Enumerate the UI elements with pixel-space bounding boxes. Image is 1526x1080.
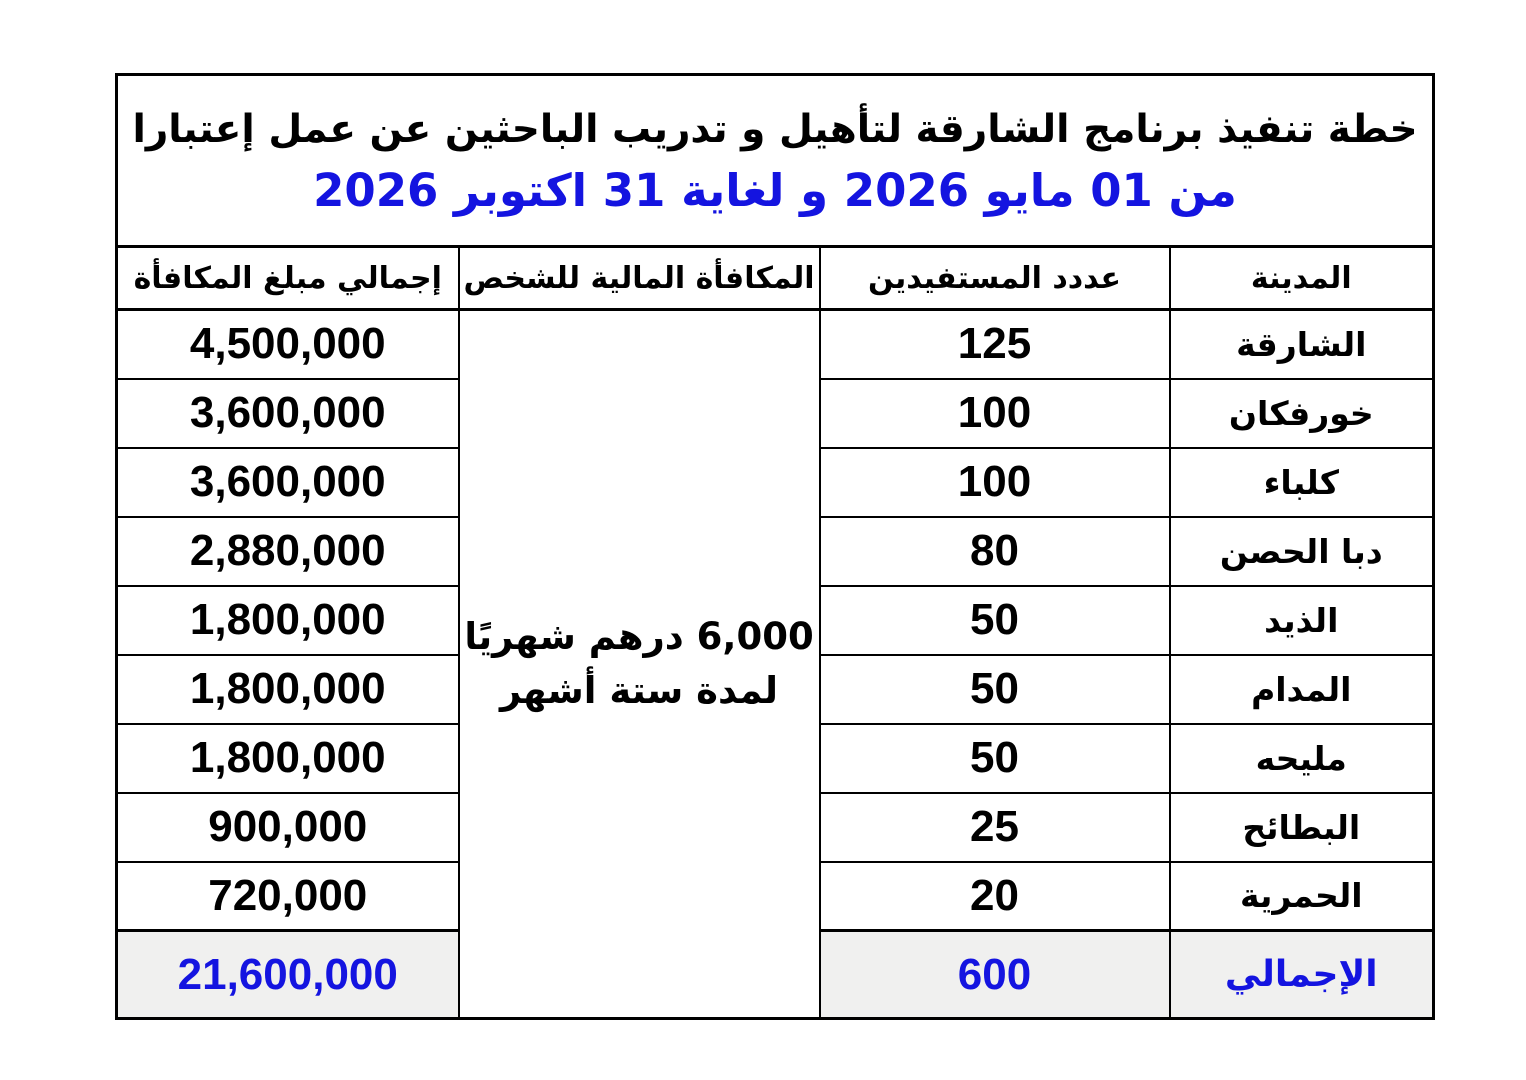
beneficiaries-cell: 25 <box>818 791 1171 863</box>
beneficiaries-cell: 125 <box>818 308 1171 380</box>
table-row: الحمرية 20 720,000 <box>115 860 1435 932</box>
table-row: الشارقة 125 6,000 درهم شهريًا لمدة ستة أ… <box>115 308 1435 1020</box>
city-cell: خورفكان <box>1168 377 1435 449</box>
title-row: خطة تنفيذ برنامج الشارقة لتأهيل و تدريب … <box>115 73 1435 248</box>
beneficiaries-cell: 50 <box>818 653 1171 725</box>
beneficiaries-cell: 100 <box>818 446 1171 518</box>
table-row: مليحه 50 1,800,000 <box>115 722 1435 794</box>
city-cell: الشارقة <box>1168 308 1435 380</box>
table-row: خورفكان 100 3,600,000 <box>115 377 1435 449</box>
column-header-city: المدينة <box>1168 245 1435 311</box>
total-cell: 2,880,000 <box>115 515 460 587</box>
table-row: كلباء 100 3,600,000 <box>115 446 1435 518</box>
total-cell: 1,800,000 <box>115 584 460 656</box>
beneficiaries-cell: 20 <box>818 860 1171 932</box>
city-cell: الحمرية <box>1168 860 1435 932</box>
total-cell: 4,500,000 <box>115 308 460 380</box>
grand-total-cell: 21,600,000 <box>115 929 460 1020</box>
total-cell: 3,600,000 <box>115 377 460 449</box>
total-cell: 1,800,000 <box>115 722 460 794</box>
table-row: البطائح 25 900,000 <box>115 791 1435 863</box>
page-title: خطة تنفيذ برنامج الشارقة لتأهيل و تدريب … <box>132 106 1418 152</box>
total-cell: 900,000 <box>115 791 460 863</box>
total-row: الإجمالي 600 21,600,000 <box>115 929 1435 1020</box>
table-row: الذيد 50 1,800,000 <box>115 584 1435 656</box>
sharjah-program-table: خطة تنفيذ برنامج الشارقة لتأهيل و تدريب … <box>115 73 1436 1020</box>
reward-merged-cell: 6,000 درهم شهريًا لمدة ستة أشهر <box>457 308 821 1020</box>
beneficiaries-cell: 80 <box>818 515 1171 587</box>
table-title-cell: خطة تنفيذ برنامج الشارقة لتأهيل و تدريب … <box>115 73 1435 248</box>
header-row: المدينة عددد المستفيدين المكافأة المالية… <box>115 245 1435 311</box>
total-beneficiaries-cell: 600 <box>818 929 1171 1020</box>
city-cell: المدام <box>1168 653 1435 725</box>
table-row: دبا الحصن 80 2,880,000 <box>115 515 1435 587</box>
column-header-total-reward: إجمالي مبلغ المكافأة <box>115 245 460 311</box>
beneficiaries-cell: 100 <box>818 377 1171 449</box>
city-cell: البطائح <box>1168 791 1435 863</box>
city-cell: دبا الحصن <box>1168 515 1435 587</box>
page-title-dates: من 01 مايو 2026 و لغاية 31 اكتوبر 2026 <box>313 164 1237 218</box>
beneficiaries-cell: 50 <box>818 584 1171 656</box>
table-row: المدام 50 1,800,000 <box>115 653 1435 725</box>
reward-note-line2: لمدة ستة أشهر <box>499 669 779 712</box>
total-cell: 720,000 <box>115 860 460 932</box>
city-cell: مليحه <box>1168 722 1435 794</box>
total-cell: 1,800,000 <box>115 653 460 725</box>
total-cell: 3,600,000 <box>115 446 460 518</box>
city-cell: الذيد <box>1168 584 1435 656</box>
reward-note-line1: 6,000 درهم شهريًا <box>464 615 814 659</box>
beneficiaries-cell: 50 <box>818 722 1171 794</box>
column-header-beneficiaries: عددد المستفيدين <box>818 245 1171 311</box>
city-cell: كلباء <box>1168 446 1435 518</box>
column-header-reward-per-person: المكافأة المالية للشخص <box>457 245 821 311</box>
total-label-cell: الإجمالي <box>1168 929 1435 1020</box>
